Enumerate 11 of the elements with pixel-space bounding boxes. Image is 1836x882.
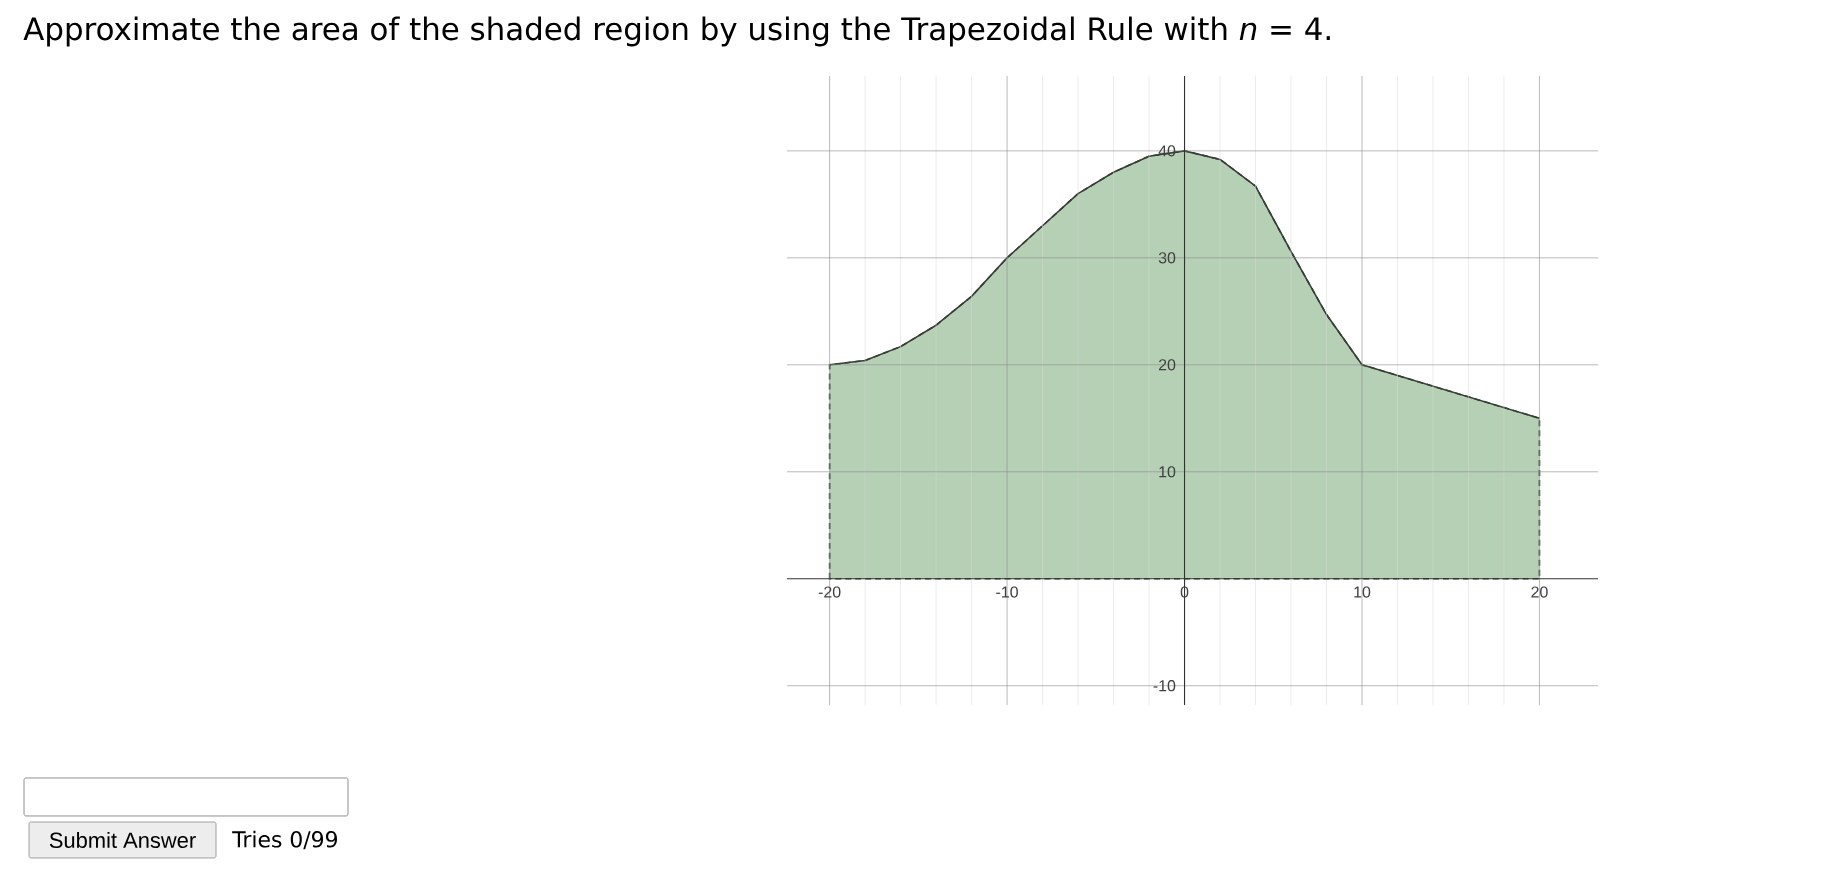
y-tick-label: 20 xyxy=(1158,359,1176,371)
x-tick-label: 10 xyxy=(1354,586,1371,598)
y-tick-label: 10 xyxy=(1159,466,1176,478)
x-tick-label: -10 xyxy=(996,586,1018,598)
x-tick-label: -20 xyxy=(818,586,841,598)
text: Tries 0/99 xyxy=(232,830,337,850)
y-tick-label: 30 xyxy=(1158,252,1176,264)
y-tick-label: -10 xyxy=(1153,680,1176,692)
text: Submit Answer xyxy=(49,831,196,849)
chart-title: Approximate the area of the shaded region by using the Trapezoidal Rule with n = 4. xyxy=(23,16,1330,47)
x-tick-label: 20 xyxy=(1531,586,1548,598)
